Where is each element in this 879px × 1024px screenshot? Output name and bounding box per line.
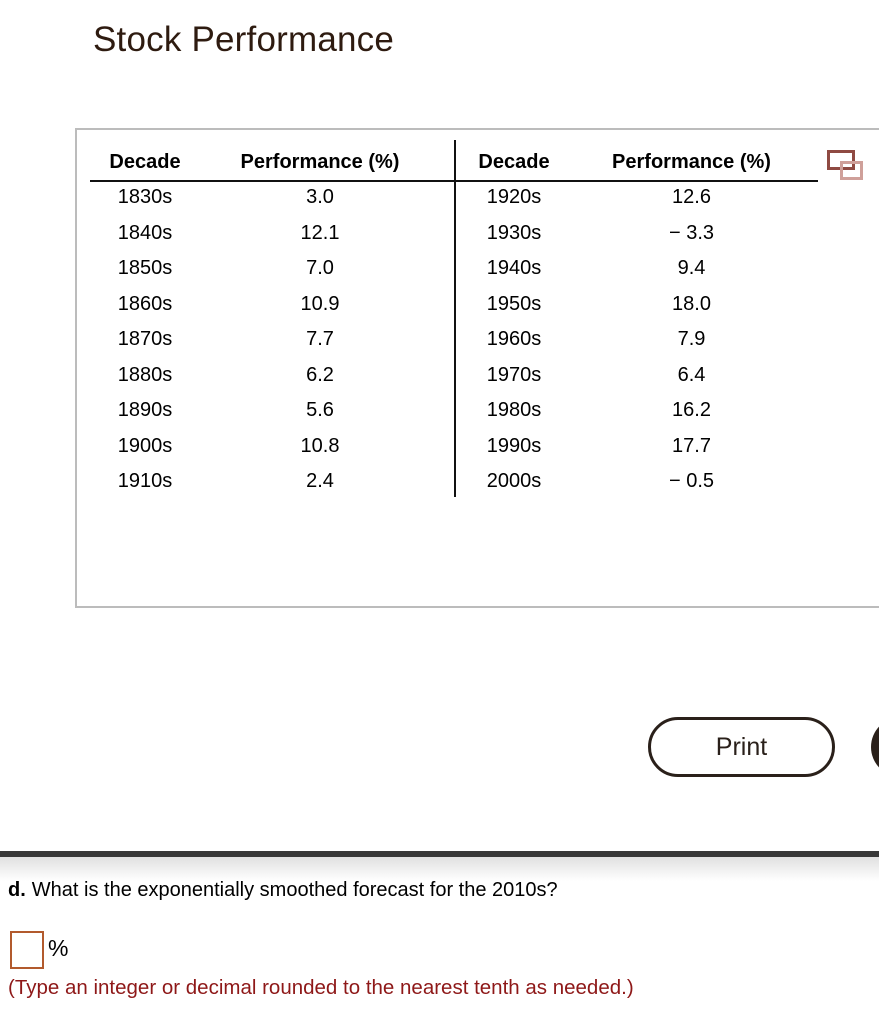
- table-row: 1840s 12.1: [90, 216, 440, 252]
- table-row: 1920s 12.6: [469, 180, 824, 216]
- performance-cell: − 0.5: [668, 470, 715, 493]
- table-row: 1980s 16.2: [469, 393, 824, 429]
- decade-cell: 1860s: [117, 292, 173, 315]
- table-row: 1900s 10.8: [90, 429, 440, 465]
- performance-cell: 7.9: [677, 328, 706, 351]
- decade-cell: 1940s: [486, 257, 542, 280]
- table-panel: Decade Performance (%) 1830s 3.0 1840s 12.…: [75, 128, 879, 608]
- done-button-partial[interactable]: [871, 717, 879, 777]
- column-header-decade: Decade: [478, 150, 550, 173]
- answer-input[interactable]: [10, 931, 44, 969]
- table-row: 1870s 7.7: [90, 322, 440, 358]
- decade-cell: 1880s: [117, 363, 173, 386]
- decade-cell: 1850s: [117, 257, 173, 280]
- performance-table-right: Decade Performance (%) 1920s 12.6 1930s − …: [469, 144, 824, 500]
- performance-cell: 7.7: [306, 328, 334, 351]
- table-row: 1940s 9.4: [469, 251, 824, 287]
- performance-cell: 7.0: [306, 257, 334, 280]
- table-row: 1910s 2.4: [90, 464, 440, 500]
- performance-cell: 9.4: [677, 257, 706, 280]
- performance-table-left: Decade Performance (%) 1830s 3.0 1840s 12.…: [90, 144, 440, 500]
- decade-cell: 1890s: [117, 399, 173, 422]
- percent-suffix: %: [48, 935, 69, 961]
- performance-cell: 3.0: [306, 186, 334, 209]
- decade-cell: 1870s: [117, 328, 173, 351]
- divider-shadow: [0, 857, 879, 881]
- decade-cell: 1900s: [117, 434, 173, 457]
- decade-cell: 1920s: [486, 186, 542, 209]
- decade-cell: 1830s: [117, 186, 173, 209]
- table-header-row: Decade Performance (%): [90, 144, 440, 180]
- decade-cell: 1930s: [486, 221, 542, 244]
- performance-cell: 10.9: [300, 292, 340, 315]
- table-row: 1880s 6.2: [90, 358, 440, 394]
- print-button[interactable]: Print: [648, 717, 835, 777]
- decade-cell: 1960s: [486, 328, 542, 351]
- performance-cell: 16.2: [672, 399, 711, 422]
- table-row: 1990s 17.7: [469, 429, 824, 465]
- table-vertical-divider: [454, 140, 456, 497]
- decade-cell: 1980s: [486, 399, 542, 422]
- decade-cell: 1840s: [117, 221, 173, 244]
- question-part-label: d.: [8, 879, 26, 901]
- print-button-label: Print: [715, 732, 768, 761]
- table-header-row: Decade Performance (%): [469, 144, 824, 180]
- decade-cell: 1910s: [117, 470, 173, 493]
- performance-cell: 12.6: [672, 186, 711, 209]
- table-row: 1830s 3.0: [90, 180, 440, 216]
- table-row: 1950s 18.0: [469, 287, 824, 323]
- performance-cell: 12.1: [300, 221, 340, 244]
- table-row: 1890s 5.6: [90, 393, 440, 429]
- decade-cell: 1950s: [486, 292, 542, 315]
- performance-cell: 6.4: [677, 363, 706, 386]
- table-row: 2000s − 0.5: [469, 464, 824, 500]
- question-body: What is the exponentially smoothed forec…: [31, 879, 558, 901]
- table-row: 1960s 7.9: [469, 322, 824, 358]
- copy-icon-front-rect: [840, 161, 863, 180]
- column-header-performance: Performance (%): [612, 150, 771, 173]
- dialog-bottom-divider: [0, 851, 879, 857]
- decade-cell: 1970s: [486, 363, 542, 386]
- performance-cell: 2.4: [306, 470, 334, 493]
- page-title: Stock Performance: [93, 20, 395, 59]
- column-header-performance: Performance (%): [240, 150, 400, 173]
- table-row: 1850s 7.0: [90, 251, 440, 287]
- performance-cell: 10.8: [300, 434, 340, 457]
- answer-format-hint: (Type an integer or decimal rounded to t…: [8, 976, 634, 999]
- table-row: 1860s 10.9: [90, 287, 440, 323]
- performance-cell: 5.6: [306, 399, 334, 422]
- decade-cell: 2000s: [486, 470, 542, 493]
- performance-cell: − 3.3: [668, 221, 715, 244]
- performance-cell: 6.2: [306, 363, 334, 386]
- question-text: d. What is the exponentially smoothed for…: [8, 879, 558, 902]
- table-row: 1970s 6.4: [469, 358, 824, 394]
- copy-table-icon[interactable]: [827, 150, 867, 182]
- table-row: 1930s − 3.3: [469, 216, 824, 252]
- decade-cell: 1990s: [486, 434, 542, 457]
- performance-cell: 17.7: [672, 434, 711, 457]
- column-header-decade: Decade: [109, 150, 181, 173]
- performance-cell: 18.0: [672, 292, 711, 315]
